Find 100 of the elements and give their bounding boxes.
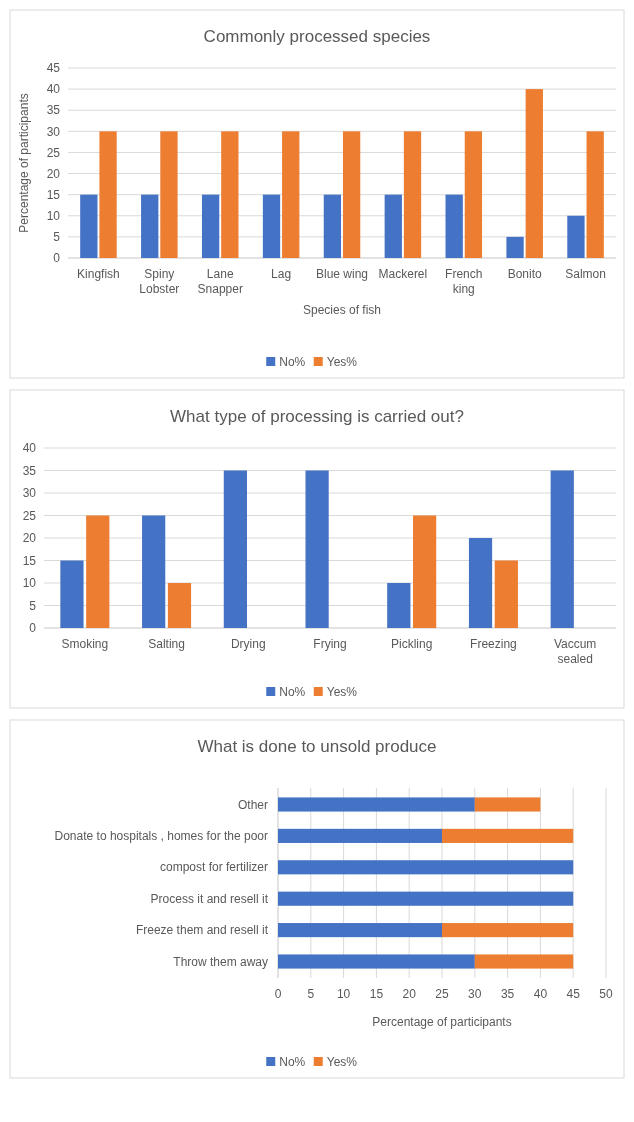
bar: [442, 923, 574, 938]
x-axis-title: Percentage of participants: [372, 1015, 512, 1029]
bar: [201, 194, 220, 258]
bar: [413, 515, 437, 628]
bar: [342, 131, 361, 258]
x-tick-label: Salmon: [565, 267, 606, 281]
bar: [278, 860, 574, 875]
x-tick-label: Kingfish: [77, 267, 120, 281]
bar: [525, 89, 543, 258]
bar: [506, 236, 524, 258]
bar: [468, 538, 493, 628]
y-tick-label: 10: [22, 576, 37, 591]
x-tick-label: Lag: [271, 267, 292, 281]
x-tick-label: French king: [445, 267, 483, 296]
y-tick-label: Freeze them and resell it: [135, 923, 269, 938]
y-tick-label: 30: [46, 124, 61, 139]
x-tick-label: Mackerel: [378, 267, 428, 281]
bar: [278, 954, 475, 969]
bar: [60, 560, 84, 628]
x-tick-label: 5: [307, 987, 315, 1001]
x-tick-label: 15: [369, 987, 384, 1001]
bar: [167, 583, 192, 628]
bar: [282, 131, 300, 258]
y-tick-label: Other: [237, 797, 268, 812]
bar: [464, 131, 483, 258]
x-tick-label: Bonito: [507, 267, 542, 281]
bar: [305, 470, 329, 628]
y-tick-label: 5: [53, 230, 61, 245]
y-axis-title: Percentage of participants: [17, 93, 31, 233]
bar: [142, 515, 166, 628]
bar: [384, 194, 402, 258]
y-tick-label: 25: [46, 145, 61, 160]
y-tick-label: 15: [46, 187, 61, 202]
bar: [278, 891, 574, 906]
bar: [80, 194, 98, 258]
y-tick-label: 0: [29, 621, 37, 636]
y-tick-label: 20: [46, 166, 61, 181]
x-tick-label: Spiny Lobster: [139, 267, 180, 296]
x-tick-label: Freezing: [470, 637, 517, 651]
bar: [262, 194, 281, 258]
y-tick-label: 45: [46, 61, 61, 76]
y-tick-label: compost for fertilizer: [159, 860, 268, 875]
y-tick-label: Throw them away: [173, 954, 268, 969]
bar: [445, 194, 463, 258]
y-tick-label: 20: [22, 531, 37, 546]
bar: [221, 131, 239, 258]
bar: [550, 470, 574, 628]
bar: [86, 515, 110, 628]
bar: [278, 828, 442, 843]
bar: [278, 923, 442, 938]
legend-label: No%: [279, 685, 306, 699]
bar: [323, 194, 342, 258]
bar: [494, 560, 518, 628]
x-tick-label: 10: [336, 987, 351, 1001]
y-tick-label: 35: [46, 103, 61, 118]
y-tick-label: 40: [46, 82, 61, 97]
legend-label: No%: [279, 355, 306, 369]
x-tick-label: Frying: [313, 637, 347, 651]
x-tick-label: Drying: [230, 637, 266, 651]
x-tick-label: 45: [566, 987, 581, 1001]
legend-label: Yes%: [326, 1055, 358, 1069]
y-tick-label: 5: [29, 598, 37, 613]
y-tick-label: Process it and resell it: [150, 891, 269, 906]
bar: [278, 797, 475, 812]
bar: [474, 954, 574, 969]
y-tick-label: 30: [22, 486, 37, 501]
x-tick-label: Lane Snapper: [197, 267, 243, 296]
bar: [160, 131, 178, 258]
chart-title: What type of processing is carried out?: [170, 407, 464, 426]
y-tick-label: 35: [22, 463, 37, 478]
x-tick-label: 20: [402, 987, 417, 1001]
chart-title: Commonly processed species: [203, 27, 431, 46]
legend-label: Yes%: [326, 355, 358, 369]
y-tick-label: 15: [22, 553, 37, 568]
y-tick-label: 10: [46, 208, 61, 223]
bar: [474, 797, 541, 812]
bar: [223, 470, 247, 628]
y-tick-label: Donate to hospitals , homes for the poor: [54, 829, 268, 844]
x-tick-label: 25: [435, 987, 449, 1001]
x-tick-label: 40: [533, 987, 548, 1001]
legend-label: Yes%: [326, 685, 358, 699]
x-tick-label: Pickling: [391, 637, 433, 651]
x-tick-label: 30: [468, 987, 482, 1001]
y-tick-label: 40: [22, 441, 37, 456]
y-tick-label: 25: [22, 508, 37, 523]
x-tick-label: 0: [274, 987, 282, 1001]
bar: [442, 828, 574, 843]
x-tick-label: 50: [599, 987, 613, 1001]
x-axis-title: Species of fish: [302, 303, 382, 317]
bar: [586, 131, 604, 258]
bar: [141, 194, 159, 258]
chart-title: What is done to unsold produce: [197, 737, 437, 756]
bar: [567, 215, 585, 258]
x-tick-label: Salting: [148, 637, 185, 651]
x-tick-label: Vaccum sealed: [553, 637, 597, 666]
bar: [387, 583, 411, 628]
legend-label: No%: [279, 1055, 306, 1069]
bar: [99, 131, 117, 258]
y-tick-label: 0: [53, 251, 61, 266]
x-tick-label: Smoking: [61, 637, 109, 651]
